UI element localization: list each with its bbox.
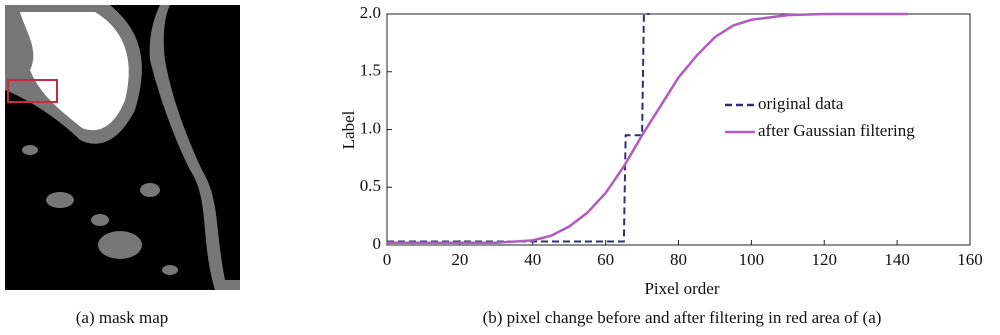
y-tick-label: 0.5 <box>360 176 381 195</box>
figure: (a) mask map Pixel order Label (b) pixel… <box>0 0 1000 335</box>
legend-label: after Gaussian filtering <box>758 121 915 140</box>
x-tick-label: 40 <box>524 250 541 269</box>
chart-caption: (b) pixel change before and after filter… <box>483 308 882 327</box>
y-tick-label: 1.0 <box>360 118 381 137</box>
x-tick-label: 140 <box>884 250 910 269</box>
x-tick-label: 160 <box>957 250 983 269</box>
x-tick-label: 100 <box>739 250 765 269</box>
x-axis-label: Pixel order <box>644 279 719 298</box>
x-tick-label: 60 <box>597 250 614 269</box>
y-axis-label: Label <box>339 110 358 149</box>
x-tick-label: 20 <box>451 250 468 269</box>
x-tick-label: 120 <box>812 250 838 269</box>
y-tick-label: 2.0 <box>360 3 381 22</box>
y-tick-label: 0 <box>373 234 382 253</box>
series-line <box>387 14 649 242</box>
x-tick-label: 0 <box>383 250 392 269</box>
x-tick-label: 80 <box>670 250 687 269</box>
image-caption: (a) mask map <box>76 308 169 327</box>
legend-label: original data <box>758 94 844 113</box>
mask-image <box>5 5 240 290</box>
y-tick-label: 1.5 <box>360 61 381 80</box>
